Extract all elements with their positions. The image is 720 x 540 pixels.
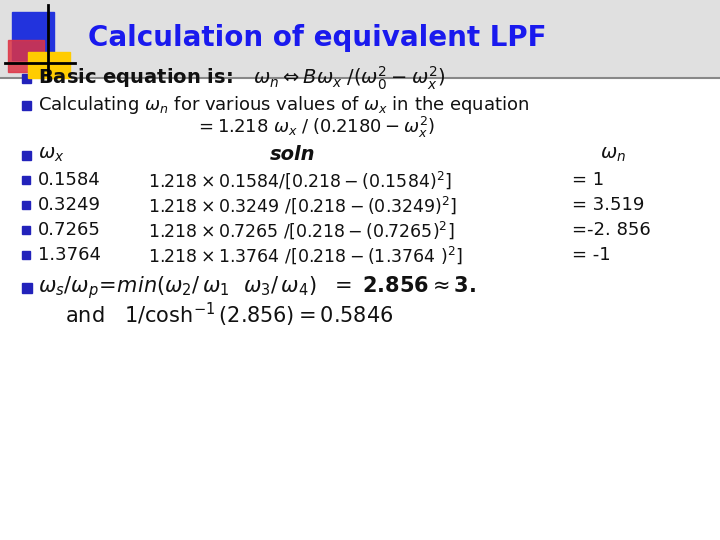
Bar: [22, 201, 30, 209]
Text: 0.7265: 0.7265: [38, 221, 101, 239]
Text: soln: soln: [270, 145, 315, 165]
Text: =-2. 856: =-2. 856: [572, 221, 651, 239]
Bar: [22, 251, 30, 259]
Bar: [22, 73, 31, 83]
Text: $1.218 \times 0.1584/[0.218 - (0.1584)^2]$: $1.218 \times 0.1584/[0.218 - (0.1584)^2…: [148, 169, 451, 191]
Text: $\omega_x$: $\omega_x$: [38, 145, 65, 165]
Text: $1.218 \times 0.7265\ /[0.218 - (0.7265)^2]$: $1.218 \times 0.7265\ /[0.218 - (0.7265)…: [148, 219, 454, 241]
Text: 1.3764: 1.3764: [38, 246, 101, 264]
Bar: [28, 52, 70, 78]
Text: = 3.519: = 3.519: [572, 196, 644, 214]
Bar: [8, 40, 44, 72]
Text: 0.3249: 0.3249: [38, 196, 101, 214]
Text: $\omega_s/\omega_p\!=\!min(\omega_2/\,\omega_1\ \ \omega_3/\,\omega_4)$$\ \ =\ \: $\omega_s/\omega_p\!=\!min(\omega_2/\,\o…: [38, 275, 476, 301]
Text: $=1.218\ \omega_x\;/\;(0.2180 - \omega_x^2)$: $=1.218\ \omega_x\;/\;(0.2180 - \omega_x…: [195, 114, 436, 139]
Text: and   $1/\cosh^{-1}(2.856) = 0.5846$: and $1/\cosh^{-1}(2.856) = 0.5846$: [65, 301, 394, 329]
Text: = -1: = -1: [572, 246, 611, 264]
Bar: [22, 226, 30, 234]
Bar: [12, 12, 54, 60]
Text: $\omega_n$: $\omega_n$: [600, 145, 626, 165]
Text: Calculation of equivalent LPF: Calculation of equivalent LPF: [88, 24, 546, 52]
Bar: [0, 0, 720, 78]
Bar: [22, 176, 30, 184]
Bar: [22, 100, 31, 110]
Text: = 1: = 1: [572, 171, 604, 189]
Text: $1.218 \times 0.3249\ /[0.218 - (0.3249)^2]$: $1.218 \times 0.3249\ /[0.218 - (0.3249)…: [148, 194, 457, 216]
Text: Basic equation is:   $\omega_n \Leftrightarrow B\omega_x\;/(\omega_0^2 - \omega_: Basic equation is: $\omega_n \Leftrighta…: [38, 64, 446, 92]
Text: $1.218 \times 1.3764\ /[0.218 - (1.3764\ )^2]$: $1.218 \times 1.3764\ /[0.218 - (1.3764\…: [148, 244, 463, 266]
Bar: [22, 283, 32, 293]
Text: Calculating $\omega_n$ for various values of $\omega_x$ in the equation: Calculating $\omega_n$ for various value…: [38, 94, 529, 116]
Bar: [22, 151, 31, 159]
Text: 0.1584: 0.1584: [38, 171, 101, 189]
